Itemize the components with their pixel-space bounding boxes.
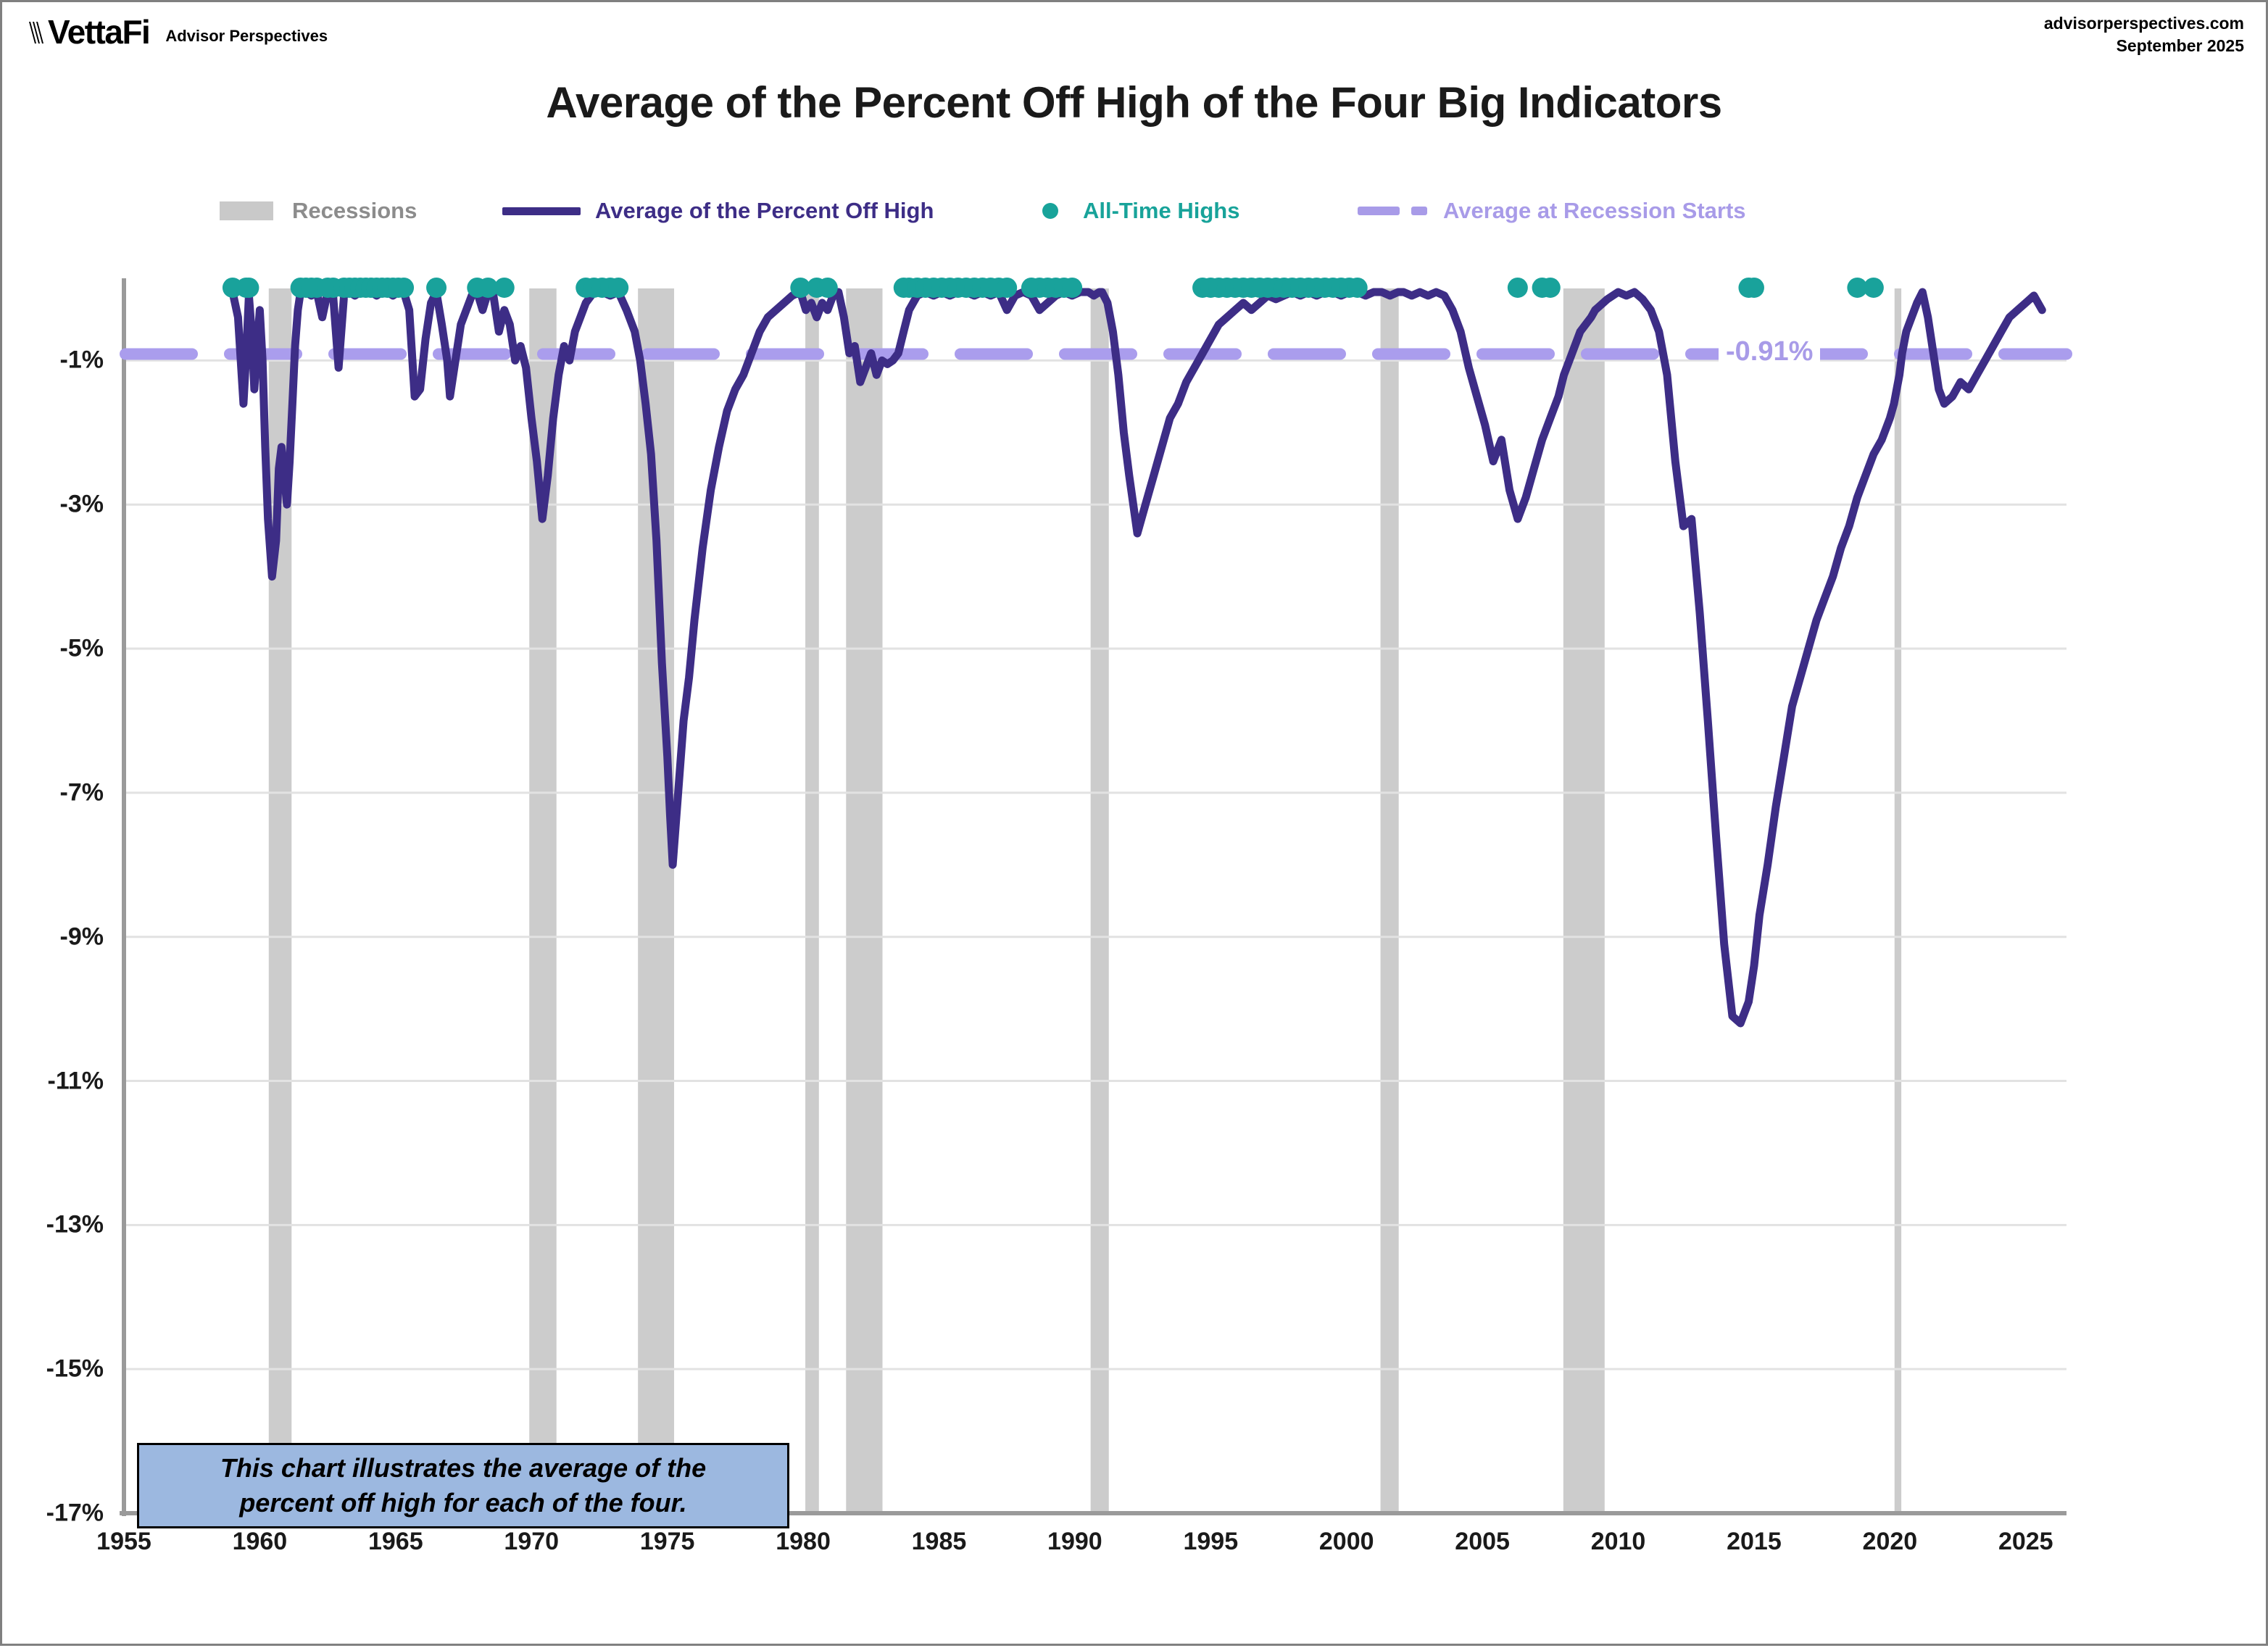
chart-legend: Recessions Average of the Percent Off Hi…	[220, 198, 2075, 237]
publication-date: September 2025	[2116, 36, 2244, 55]
x-axis-tick-label: 2010	[1590, 1528, 1646, 1555]
legend-label-average: Average of the Percent Off High	[595, 198, 934, 223]
x-axis-tick-label: 1975	[639, 1528, 695, 1555]
legend-item-all-time-highs: All-Time Highs	[1042, 198, 1239, 224]
vettafi-wordmark: VettaFi	[48, 13, 151, 51]
y-axis-tick-label: -13%	[46, 1210, 104, 1239]
y-axis-tick-label: -1%	[59, 346, 104, 374]
x-axis-tick-label: 1970	[504, 1528, 560, 1555]
recession-band-swatch-icon	[220, 201, 273, 220]
y-axis-tick-label: -9%	[59, 923, 104, 951]
publication-info: advisorperspectives.com September 2025	[2044, 12, 2244, 57]
x-axis-tick-label: 1985	[911, 1528, 967, 1555]
brand: VettaFi Advisor Perspectives	[28, 12, 328, 51]
y-axis-tick-label: -5%	[59, 634, 104, 662]
advisor-perspectives-label: Advisor Perspectives	[165, 27, 328, 45]
dashed-swatch-icon	[1358, 207, 1434, 215]
x-axis-tick-label: 1980	[776, 1528, 831, 1555]
page-header: VettaFi Advisor Perspectives advisorpers…	[2, 2, 2266, 72]
line-swatch-icon	[502, 207, 581, 215]
x-axis-tick-label: 2020	[1862, 1528, 1918, 1555]
y-axis-tick-label: -3%	[59, 490, 104, 518]
x-axis-tick-label: 1955	[96, 1528, 151, 1555]
site-url: advisorperspectives.com	[2043, 14, 2244, 33]
legend-item-recessions: Recessions	[220, 198, 417, 224]
legend-item-average: Average of the Percent Off High	[502, 198, 934, 224]
x-axis-tick-label: 2000	[1318, 1528, 1374, 1555]
x-axis-tick-label: 1990	[1047, 1528, 1102, 1555]
annotation-line-2: percent off high for each of the four.	[239, 1488, 687, 1518]
x-axis-tick-label: 2025	[1998, 1528, 2053, 1555]
y-axis-tick-label: -17%	[46, 1499, 104, 1527]
vettafi-mark-icon	[28, 14, 47, 43]
vettafi-logo: VettaFi	[28, 12, 151, 51]
x-axis-tick-label: 2005	[1455, 1528, 1510, 1555]
annotation-line-1: This chart illustrates the average of th…	[220, 1453, 707, 1483]
x-axis-tick-label: 2015	[1727, 1528, 1782, 1555]
vettafi-mark-svg	[29, 22, 43, 43]
dot-swatch-icon	[1042, 203, 1058, 219]
recession-average-value-label: -0.91%	[1719, 335, 1821, 370]
y-axis-tick-label: -7%	[59, 778, 104, 807]
x-axis-tick-label: 1965	[367, 1528, 423, 1555]
legend-label-recessions: Recessions	[292, 198, 418, 223]
x-axis-tick-label: 1960	[232, 1528, 288, 1555]
y-axis-tick-label: -15%	[46, 1354, 104, 1383]
legend-label-all-time-highs: All-Time Highs	[1083, 198, 1240, 223]
legend-item-recession-average: Average at Recession Starts	[1358, 198, 1746, 224]
legend-label-recession-average: Average at Recession Starts	[1443, 198, 1746, 223]
y-axis-tick-label: -11%	[47, 1067, 104, 1095]
page-title: Average of the Percent Off High of the F…	[546, 78, 1722, 127]
chart-annotation-box: This chart illustrates the average of th…	[137, 1443, 789, 1528]
x-axis-tick-label: 1995	[1183, 1528, 1239, 1555]
